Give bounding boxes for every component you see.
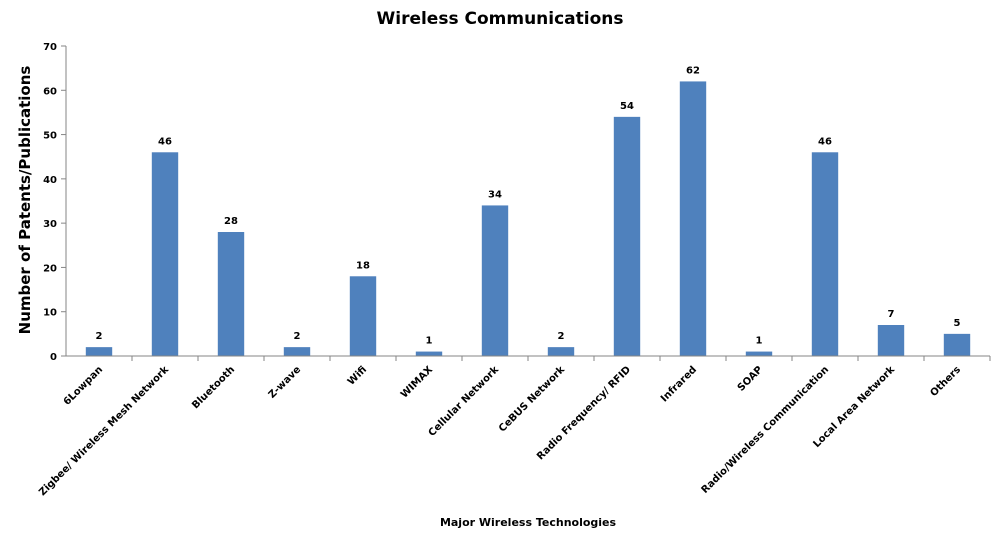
x-tick-label: Zigbee/ Wireless Mesh Network	[37, 364, 171, 498]
bar	[481, 205, 509, 356]
x-tick-label: Others	[928, 364, 963, 399]
bars	[85, 81, 971, 356]
bar	[679, 81, 707, 356]
x-tick-label: CeBUS Network	[497, 364, 567, 434]
bar	[85, 347, 113, 356]
y-axis-ticks: 0 10 20 30 40 50 60 70	[43, 42, 66, 363]
bar-data-label: 2	[96, 331, 103, 342]
y-tick-label: 40	[43, 175, 57, 186]
x-tick-label: WIMAX	[399, 364, 435, 400]
bar	[811, 152, 839, 356]
x-tick-label: Infrared	[659, 364, 699, 404]
bar	[217, 232, 245, 356]
y-tick-label: 60	[43, 86, 57, 97]
bar	[877, 325, 905, 356]
bar-data-label: 1	[756, 336, 763, 347]
y-tick-label: 20	[43, 263, 57, 274]
bar	[943, 333, 971, 356]
bar-data-label: 34	[488, 189, 502, 200]
x-tick-label: SOAP	[736, 364, 765, 393]
x-axis-label: Major Wireless Technologies	[440, 516, 617, 529]
x-tick-label: Radio/Wireless Communication	[700, 364, 831, 495]
bar	[547, 347, 575, 356]
bar-data-label: 62	[686, 65, 700, 76]
bar-data-label: 1	[426, 336, 433, 347]
bar	[745, 351, 773, 356]
bar-data-label: 54	[620, 101, 634, 112]
y-tick-label: 50	[43, 131, 57, 142]
data-labels: 2 46 28 2 18 1 34 2 54 62 1 46 7 5	[96, 65, 961, 346]
y-tick-label: 70	[43, 42, 57, 53]
x-tick-label: Wifi	[346, 364, 369, 387]
bar	[613, 116, 641, 356]
x-tick-label: 6Lowpan	[62, 364, 105, 407]
chart-title: Wireless Communications	[376, 9, 623, 29]
bar	[283, 347, 311, 356]
bar-data-label: 46	[818, 136, 832, 147]
bar-data-label: 46	[158, 136, 172, 147]
bar-data-label: 7	[888, 309, 895, 320]
bar-data-label: 18	[356, 260, 370, 271]
bar-data-label: 2	[558, 331, 565, 342]
bar-data-label: 2	[294, 331, 301, 342]
bar-data-label: 28	[224, 216, 238, 227]
x-tick-label: Bluetooth	[190, 364, 237, 411]
y-tick-label: 10	[43, 308, 57, 319]
bar	[415, 351, 443, 356]
bar	[349, 276, 377, 356]
x-tick-label: Cellular Network	[427, 364, 502, 439]
y-tick-label: 0	[50, 352, 57, 363]
x-tick-label: Z-wave	[267, 364, 304, 401]
y-tick-label: 30	[43, 219, 57, 230]
bar-data-label: 5	[954, 318, 961, 329]
y-axis-label: Number of Patents/Publications	[16, 66, 34, 335]
bar	[151, 152, 179, 356]
